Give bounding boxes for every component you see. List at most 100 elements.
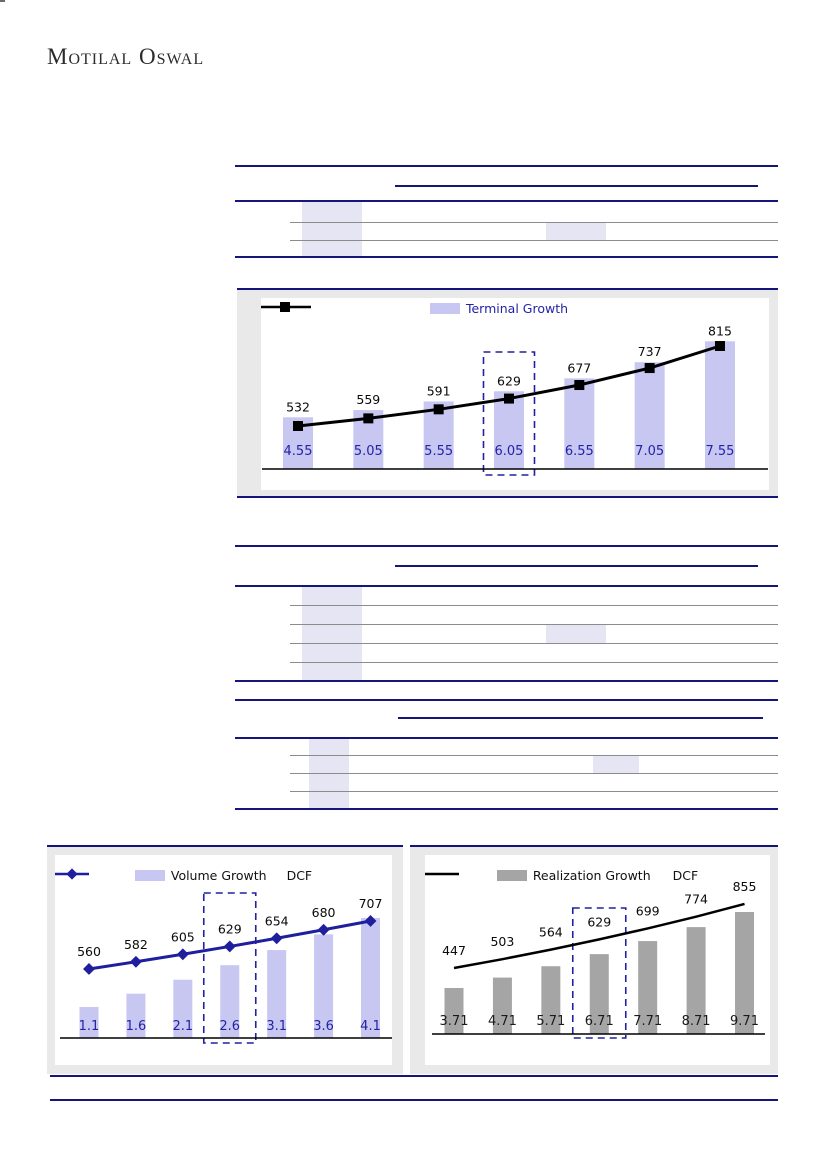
table-highlight-cell [302,587,362,681]
table-rule [290,791,778,792]
data-label: 699 [636,903,660,918]
table-rule [235,200,778,202]
bar [541,966,561,1034]
x-axis-label: 1.1 [79,1019,100,1034]
bar [686,927,706,1034]
line-series [453,902,745,970]
bar [638,941,658,1034]
x-axis-label: 4.1 [360,1019,381,1034]
line-marker [503,393,514,404]
bar [704,341,735,469]
x-axis-label: 6.55 [565,444,594,459]
x-axis-label: 3.71 [440,1014,469,1029]
terminal-growth-legend: Terminal Growth [261,301,769,316]
volume-growth-legend: Volume Growth DCF [55,868,392,883]
bar [564,378,595,469]
table-highlight-cell [302,202,362,257]
terminal-growth-chart-frame: 532 559 591 629 677 737 815 4.55 5.05 5.55 6.05 6.5… [237,288,778,498]
x-axis-label: 5.05 [354,444,383,459]
table-rule [290,662,778,663]
data-label: 815 [708,323,732,338]
volume-growth-chart: 560 582 605 629 654 680 707 1.1 1.6 2.1 2.6 3.1 3.6 4… [60,892,392,1044]
line-marker [433,404,444,415]
volume-growth-chart-plot-area: 560 582 605 629 654 680 707 1.1 1.6 2.1 2.6 3.1 3.6 4… [55,855,392,1065]
legend-label: DCF [672,868,699,883]
line-marker [176,948,189,961]
realization-growth-chart: 447 503 564 629 699 774 855 3.71 4.71 5.71 6.71 7.7… [432,879,765,1039]
table-rule [235,256,778,258]
bar [173,979,193,1038]
x-axis-label: 3.1 [266,1019,287,1034]
bar [314,934,334,1038]
data-label: 503 [490,934,514,949]
highlight-box [571,907,627,1039]
x-axis-label: 7.05 [635,444,664,459]
terminal-growth-chart: 532 559 591 629 677 737 815 4.55 5.05 5.55 6.05 6.5… [262,323,768,476]
data-label: 591 [427,383,451,398]
bar [634,362,665,469]
data-label: 447 [442,943,466,958]
line-marker [714,340,725,351]
data-label: 560 [77,944,101,959]
table-rule [235,699,778,701]
table-rule [395,185,758,187]
table-rule [235,545,778,547]
legend-line-square-sample [261,302,311,312]
terminal-growth-chart-plot-area: 532 559 591 629 677 737 815 4.55 5.05 5.55 6.05 6.5… [261,298,769,490]
table-rule [290,624,778,625]
table-rule [395,565,758,567]
bar [220,965,240,1038]
legend-line-diamond-sample [55,868,89,880]
x-axis-label: 1.6 [126,1019,147,1034]
table-rule [398,717,763,719]
x-axis-label: 3.6 [313,1019,334,1034]
data-label: 680 [312,905,336,920]
x-axis-label: 9.71 [730,1014,759,1029]
data-label: 582 [124,937,148,952]
bar [126,993,146,1038]
legend-label: DCF [286,868,313,883]
table-rule [235,808,778,810]
line-marker [83,963,95,975]
logo: Motilal Oswal [47,44,205,69]
bar [589,954,609,1034]
data-label: 629 [587,914,611,929]
bar [735,912,755,1034]
highlight-box [202,892,257,1044]
line-marker [293,421,303,432]
legend-bar-swatch [496,870,527,881]
data-label: 774 [684,892,708,907]
x-axis-label: 6.71 [585,1014,614,1029]
table-highlight-cell [546,222,606,241]
realization-growth-legend: Realization Growth DCF [425,868,770,883]
x-axis-label: 5.55 [424,444,453,459]
line-marker [363,413,374,424]
table-highlight-cell [546,624,606,643]
data-label: 677 [567,360,591,375]
bar [79,1006,99,1038]
x-axis-label: 7.55 [706,444,735,459]
x-axis-label: 7.71 [633,1014,662,1029]
table-rule [290,773,778,774]
line-marker [574,380,585,391]
bar [444,988,464,1034]
line-marker [644,363,655,374]
volume-growth-chart-frame: 560 582 605 629 654 680 707 1.1 1.6 2.1 2.6 3.1 3.6 4… [47,845,403,1074]
data-label: 564 [539,925,563,940]
line-marker [129,955,142,968]
x-axis-label: 2.1 [172,1019,193,1034]
section-rule [50,1075,778,1077]
data-label: 629 [218,921,242,936]
legend-bar-swatch [429,303,460,314]
table-rule [290,605,778,606]
section-rule [50,1099,778,1101]
bar [361,917,381,1038]
data-label: 629 [497,373,521,388]
realization-growth-chart-plot-area: 447 503 564 629 699 774 855 3.71 4.71 5.71 6.71 7.7… [425,855,770,1065]
bar [493,391,524,469]
x-axis-label: 6.05 [495,444,524,459]
data-label: 737 [638,344,662,359]
x-axis-label: 8.71 [682,1014,711,1029]
legend-label: Terminal Growth [465,301,569,316]
